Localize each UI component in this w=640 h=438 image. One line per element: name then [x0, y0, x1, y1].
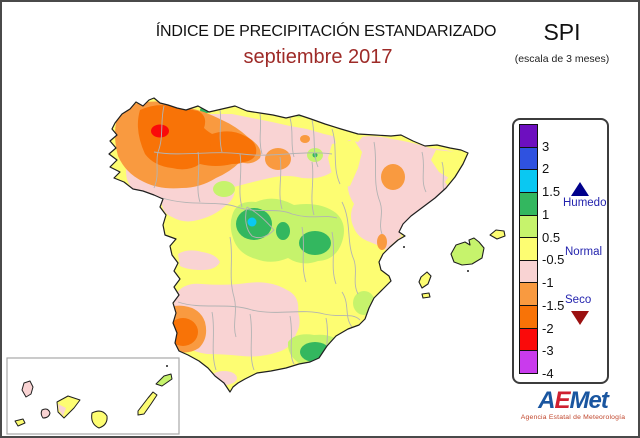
- spi-extreme-dry-lugo-spot: [151, 124, 169, 138]
- legend-tick-label: -0.5: [542, 252, 565, 268]
- spi-colorbar: [519, 124, 538, 374]
- spi-wet-cuenca-core: [299, 231, 331, 255]
- north-coast-normal-strip: [186, 102, 364, 142]
- legend-color-cell: [520, 192, 537, 216]
- mainland-spi-fill-layers: [109, 98, 468, 392]
- spi-moist-north-madrid-spot: [213, 181, 235, 197]
- spi-dry-castellon-dot: [377, 234, 387, 250]
- spi-severe-dry-huelva-core: [168, 318, 198, 346]
- legend-color-cell: [520, 283, 537, 307]
- ibiza-island: [418, 271, 432, 289]
- legend-tick-label: 2: [542, 161, 550, 177]
- legend-color-cell: [520, 238, 537, 261]
- spi-wet-granada-core: [300, 342, 330, 362]
- balearic-islands: [403, 229, 506, 299]
- legend-color-cell: [520, 147, 537, 171]
- legend-label-humid: Humedo: [563, 197, 607, 209]
- legend-tick-label: -1: [542, 275, 554, 291]
- legend-tick-label: 0.5: [542, 229, 561, 245]
- spi-mild-dry-southwest-region: [174, 282, 300, 357]
- page-title: ÍNDICE DE PRECIPITACIÓN ESTANDARIZADO: [155, 23, 497, 40]
- legend-tick-label: -4: [542, 366, 554, 381]
- menorca-island: [489, 229, 506, 240]
- aemet-logo-tagline: Agencia Estatal de Meteorología: [520, 414, 626, 421]
- la-palma-island: [21, 380, 34, 398]
- la-graciosa-islet: [166, 365, 168, 367]
- formentera-island: [421, 292, 431, 299]
- legend-tick-label: 3: [542, 138, 550, 154]
- mallorca-island: [450, 237, 485, 266]
- legend-color-cell: [520, 351, 537, 374]
- girona-normal-corner: [431, 150, 464, 178]
- spi-legend: 3 2 1.5 1 0.5 -0.5 -1 -1.5 -2 -3 -4 Humedo Normal …: [512, 118, 609, 384]
- spain-coastline: [108, 97, 469, 393]
- fuerteventura-island: [137, 391, 158, 416]
- dry-down-triangle-icon: [571, 311, 589, 325]
- spi-mild-dry-extremadura-patch: [178, 250, 220, 270]
- spi-acronym-label: SPI: [543, 19, 581, 45]
- spi-mild-dry-northeast-region: [341, 136, 460, 250]
- legend-tick-label: -2: [542, 320, 554, 336]
- legend-label-normal: Normal: [565, 246, 603, 258]
- legend-tick-label: 1.5: [542, 184, 561, 200]
- legend-color-cell: [520, 170, 537, 193]
- tenerife-south-patch: [58, 404, 66, 416]
- legend-tick-label: -3: [542, 343, 554, 359]
- cabrera-islet: [467, 270, 469, 272]
- spi-dry-rioja-spot: [265, 148, 291, 170]
- spi-very-wet-madrid-dot: [247, 217, 257, 227]
- spi-dry-pamplona-dot: [300, 135, 310, 143]
- legend-color-cell: [520, 215, 537, 239]
- legend-tick-label: -1.5: [542, 297, 565, 313]
- rioja-soria-normal-corridor: [328, 140, 362, 188]
- aemet-logo: AEMet Agencia Estatal de Meteorología: [507, 387, 638, 434]
- legend-color-cell: [520, 306, 537, 329]
- aemet-logo-wordmark: AEMet: [538, 387, 609, 414]
- columbretes-islet: [403, 246, 405, 248]
- canary-islands-inset: [6, 357, 180, 435]
- map-month-subtitle: septiembre 2017: [243, 46, 393, 68]
- spi-dry-zaragoza-spot: [381, 164, 405, 190]
- lanzarote-island: [155, 373, 173, 387]
- el-hierro-island: [14, 418, 26, 427]
- legend-color-cell: [520, 125, 537, 148]
- legend-label-dry: Seco: [565, 294, 592, 306]
- legend-tick-label: 1: [542, 206, 550, 222]
- gran-canaria-island: [91, 410, 108, 429]
- humid-up-triangle-icon: [571, 182, 589, 196]
- spi-wet-small-core: [276, 222, 290, 240]
- spi-scale-note: (escala de 3 meses): [514, 53, 610, 65]
- legend-color-cell: [520, 328, 537, 352]
- la-gomera-island: [40, 408, 51, 419]
- legend-color-cell: [520, 260, 537, 284]
